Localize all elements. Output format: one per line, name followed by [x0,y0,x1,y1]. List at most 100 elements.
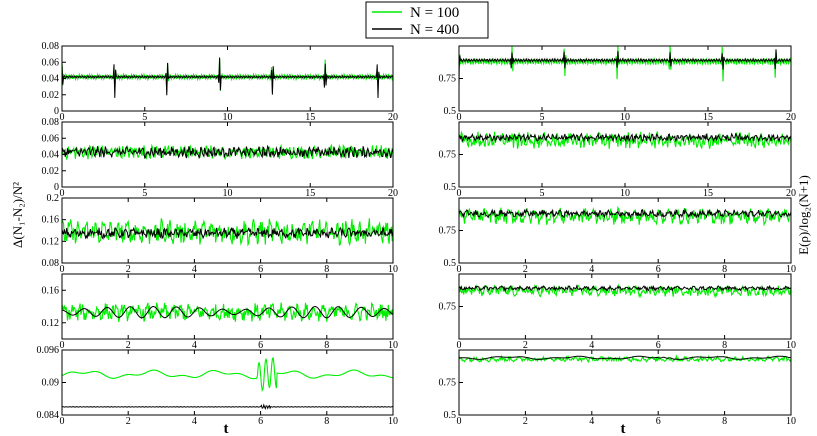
x-tick-label: 0 [60,112,65,123]
series-n=400-line [458,208,792,219]
x-tick-label: 2 [126,416,131,427]
x-tick-label: 2 [523,416,528,427]
x-tick-label: 15 [703,112,713,123]
y-tick-label: 0.16 [42,285,60,296]
left-y-axis-label: Δ(N₁-N₂)/N² [10,182,25,248]
series-n=100-line [458,45,792,84]
y-tick-label: 0.12 [42,318,60,329]
y-tick-label: 0.02 [42,90,60,101]
x-tick-label: 8 [722,416,727,427]
series-n=400-line [458,132,792,144]
x-tick-label: 10 [388,264,398,275]
x-tick-label: 0 [457,340,462,351]
x-tick-label: 0 [457,416,462,427]
x-tick-label: 10 [786,416,796,427]
x-tick-label: 0 [457,188,462,199]
y-tick-label: 0.75 [439,302,457,313]
y-tick-label: 0.04 [42,150,60,161]
y-tick-label: 0.5 [444,410,457,421]
series-n=100-line [61,143,394,161]
x-tick-label: 8 [722,264,727,275]
x-tick-label: 6 [656,340,661,351]
plot-frame [458,273,792,340]
x-tick-label: 20 [786,112,796,123]
x-tick-label: 10 [786,340,796,351]
series-n=400-line [61,226,394,240]
series-n=100-line [61,301,394,323]
x-tick-label: 15 [305,188,315,199]
x-tick-label: 6 [258,416,263,427]
series-n=400-line [458,284,792,293]
series-n=100-line [458,283,792,299]
x-tick-label: 6 [258,264,263,275]
x-tick-label: 6 [656,264,661,275]
x-tick-label: 20 [388,188,398,199]
x-tick-label: 10 [223,188,233,199]
x-tick-label: 2 [523,264,528,275]
y-tick-label: 0.09 [42,378,60,389]
y-tick-label: 0.5 [444,106,457,117]
x-tick-label: 4 [589,416,594,427]
y-tick-label: 0.12 [42,236,60,247]
x-tick-label: 0 [60,264,65,275]
series-n=100-line [458,354,792,363]
series-n=400-line [458,355,792,360]
x-tick-label: 4 [589,264,594,275]
x-tick-label: 15 [305,112,315,123]
series-n=400-line [458,49,792,70]
x-tick-label: 8 [722,340,727,351]
y-tick-label: 0.08 [42,41,60,52]
x-tick-label: 5 [142,188,147,199]
plot-frame [458,197,792,264]
x-tick-label: 4 [589,340,594,351]
y-tick-label: 0.04 [42,74,60,85]
x-tick-label: 4 [192,340,197,351]
x-tick-label: 5 [142,112,147,123]
x-tick-label: 0 [60,416,65,427]
y-tick-label: 0.75 [439,378,457,389]
series-n=100-line [458,205,792,227]
x-tick-label: 2 [523,340,528,351]
legend-label-n400: N = 400 [410,22,459,38]
y-tick-label: 0.02 [42,166,60,177]
x-tick-label: 10 [620,188,630,199]
x-tick-label: 0 [60,340,65,351]
plot-frame [458,45,792,112]
panel-left-4: 0 2 4 6 8 10 0.084 0.09 0.096 [37,345,399,427]
plot-frame [458,121,792,188]
x-tick-label: 5 [540,112,545,123]
x-tick-label: 10 [388,416,398,427]
x-tick-label: 10 [223,112,233,123]
x-tick-label: 2 [126,340,131,351]
y-tick-label: 0.084 [37,410,60,421]
series-n=100-line [458,130,792,150]
right-x-axis-label: t [621,421,626,436]
x-tick-label: 2 [126,264,131,275]
panel-left-2: 0 2 4 6 8 10 0.08 0.12 0.16 0.2 [42,193,399,275]
series-n=100-line [61,58,394,93]
plot-frame [61,273,394,340]
x-tick-label: 0 [457,264,462,275]
panel-right-4: 0 2 4 6 8 10 0.5 0.75 [439,349,796,427]
panel-right-1: 0 5 10 15 20 0.5 0.75 [439,121,796,199]
x-tick-label: 20 [388,112,398,123]
x-tick-label: 0 [457,112,462,123]
y-tick-label: 0.096 [37,345,60,356]
y-tick-label: 0.75 [439,226,457,237]
series-n=400-line [61,305,394,319]
x-tick-label: 4 [192,264,197,275]
x-tick-label: 6 [656,416,661,427]
legend-box [365,1,489,39]
plot-frame [61,197,394,264]
y-tick-label: 0 [54,182,59,193]
series-n=400-line [61,403,394,411]
y-tick-label: 0.16 [42,215,60,226]
x-tick-label: 10 [620,112,630,123]
panel-left-3: 0 2 4 6 8 10 0.12 0.16 [42,273,398,351]
x-tick-label: 4 [192,416,197,427]
panel-right-2: 0 2 4 6 8 10 0.5 0.75 [439,197,796,275]
